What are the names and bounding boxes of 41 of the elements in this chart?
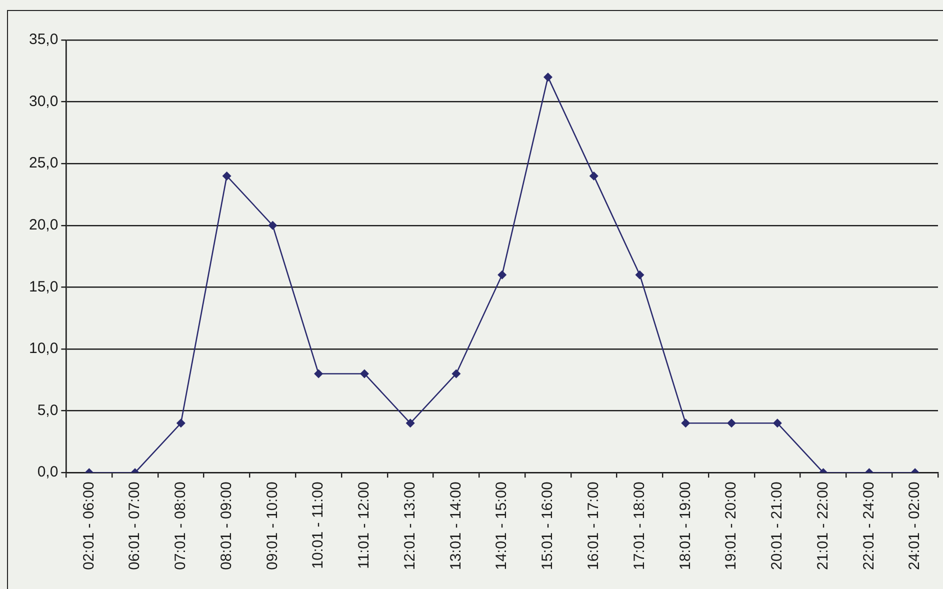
y-tick-label: 5,0: [37, 402, 58, 419]
point: [773, 418, 782, 428]
point: [681, 418, 690, 428]
x-tick-label: 21:01 - 22:00: [814, 482, 832, 570]
x-tick-label: 09:01 - 10:00: [264, 482, 281, 570]
x-tick-label: 22:01 - 24:00: [860, 482, 878, 570]
x-tick-label: 24:01 - 02:00: [906, 482, 924, 570]
x-tick-label: 19:01 - 20:00: [722, 482, 740, 570]
y-tick-label: 30,0: [28, 92, 58, 110]
y-tick-label: 0,0: [37, 464, 58, 481]
x-tick-label: 07:01 - 08:00: [172, 482, 190, 570]
point: [635, 270, 644, 280]
y-tick-label: 35,0: [28, 31, 58, 48]
point: [360, 369, 369, 378]
point: [314, 369, 323, 378]
x-tick-label: 14:01 - 15:00: [493, 482, 510, 570]
x-tick-label: 15:01 - 16:00: [539, 482, 556, 570]
point: [727, 418, 736, 428]
point: [268, 221, 277, 230]
x-tick-label: 20:01 - 21:00: [768, 482, 786, 570]
point: [406, 418, 415, 428]
point: [590, 172, 598, 180]
y-tick-label: 20,0: [28, 216, 58, 234]
x-tick-label: 08:01 - 09:00: [218, 482, 235, 570]
y-tick-label: 15,0: [28, 278, 58, 296]
point: [452, 369, 461, 378]
y-tick-label: 10,0: [28, 340, 58, 358]
x-tick-label: 10:01 - 11:00: [310, 482, 327, 569]
x-tick-label: 13:01 - 14:00: [447, 482, 464, 570]
point: [176, 418, 186, 428]
x-tick-label: 16:01 - 17:00: [585, 482, 602, 570]
x-tick-label: 11:01 - 12:00: [356, 482, 373, 569]
x-tick-label: 06:01 - 07:00: [126, 482, 144, 570]
point: [222, 172, 232, 180]
point: [498, 270, 506, 280]
point: [544, 72, 552, 82]
x-tick-label: 02:01 - 06:00: [80, 482, 98, 570]
y-tick-label: 25,0: [28, 154, 58, 172]
x-tick-label: 18:01 - 19:00: [676, 482, 694, 570]
x-tick-label: 12:01 - 13:00: [401, 482, 418, 570]
x-tick-label: 17:01 - 18:00: [630, 482, 648, 570]
